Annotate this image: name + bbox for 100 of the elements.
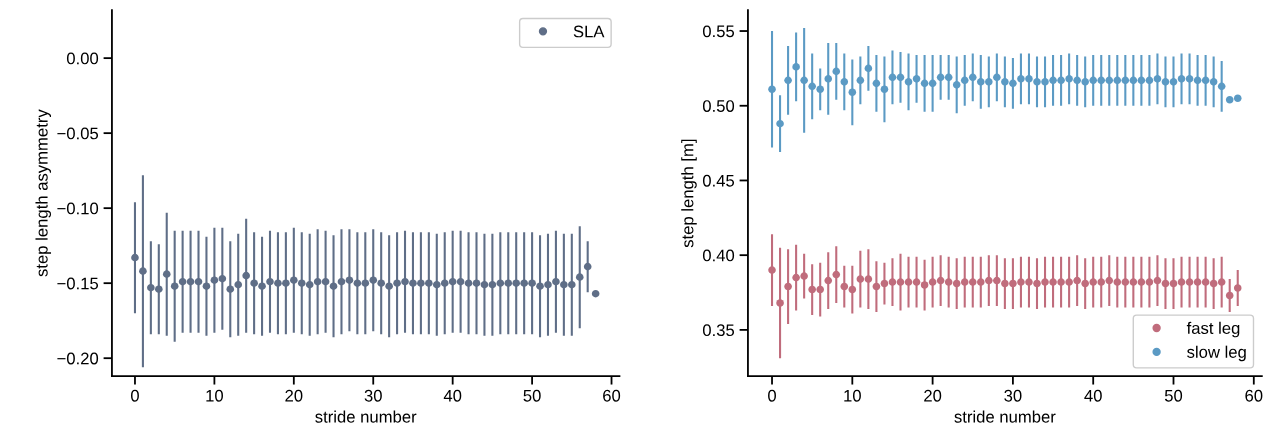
point	[1185, 75, 1194, 83]
point	[1017, 278, 1025, 286]
point	[575, 273, 584, 281]
point	[568, 280, 576, 289]
point	[816, 85, 824, 94]
point	[1137, 278, 1146, 286]
point	[888, 278, 897, 286]
point	[1009, 279, 1017, 288]
point	[1217, 82, 1226, 91]
point	[880, 85, 889, 94]
point	[313, 277, 322, 286]
point	[250, 279, 258, 287]
point	[512, 279, 521, 287]
point	[1129, 76, 1138, 85]
legend-label: fast leg	[1186, 321, 1240, 338]
point	[472, 279, 481, 287]
x-tick-label: 60	[603, 389, 621, 402]
point	[226, 285, 235, 293]
point	[960, 278, 969, 286]
point	[1225, 95, 1234, 104]
point	[1233, 94, 1242, 103]
point	[944, 73, 953, 82]
point	[504, 279, 513, 287]
point	[488, 280, 497, 289]
point	[456, 277, 465, 286]
x-tick-label: 20	[924, 389, 942, 402]
point	[832, 270, 841, 279]
y-tick-label: 0.40	[702, 249, 735, 262]
point	[1089, 76, 1098, 85]
point	[968, 278, 977, 286]
point	[464, 279, 473, 287]
point	[297, 279, 306, 287]
point	[768, 266, 776, 274]
point	[170, 282, 179, 290]
point	[139, 267, 147, 275]
point	[1217, 278, 1226, 286]
y-tick-label: 0.00	[66, 52, 99, 65]
point	[154, 285, 163, 293]
point	[1105, 76, 1114, 85]
point	[985, 78, 993, 86]
point	[824, 276, 833, 285]
point	[1193, 76, 1202, 85]
point	[880, 279, 889, 288]
point	[560, 280, 568, 289]
point	[800, 272, 808, 280]
point	[258, 282, 266, 290]
point	[194, 277, 203, 286]
point	[864, 275, 873, 283]
point	[960, 76, 969, 85]
point	[1185, 278, 1194, 286]
point	[1089, 278, 1098, 286]
x-tick-label: 0	[768, 389, 777, 402]
point	[1105, 276, 1114, 285]
point	[1001, 78, 1009, 86]
point	[872, 282, 881, 291]
point	[409, 279, 417, 287]
point	[1137, 76, 1146, 85]
point	[976, 78, 985, 86]
point	[432, 280, 441, 289]
point	[234, 280, 243, 289]
point	[768, 85, 776, 94]
point	[1145, 278, 1154, 286]
point	[202, 282, 211, 290]
point	[1161, 279, 1170, 288]
point	[1033, 279, 1041, 288]
point	[1025, 278, 1033, 286]
point	[1097, 278, 1106, 286]
x-tick-label: 50	[523, 389, 541, 402]
point	[1017, 75, 1025, 83]
x-tick-label: 0	[130, 389, 139, 402]
point	[242, 271, 250, 280]
y-tick-label: 0.55	[702, 25, 735, 38]
point	[274, 279, 282, 287]
x-tick-label: 10	[206, 389, 224, 402]
point	[1153, 75, 1162, 83]
legend-label: slow leg	[1187, 345, 1246, 362]
point	[1169, 78, 1178, 86]
point	[1201, 278, 1210, 286]
point	[848, 88, 857, 97]
point	[305, 280, 314, 289]
point	[1081, 78, 1089, 86]
point	[856, 76, 865, 85]
point	[1073, 276, 1081, 285]
point	[856, 275, 865, 283]
point	[520, 279, 528, 287]
point	[928, 79, 937, 88]
point	[321, 277, 330, 286]
point	[1097, 76, 1106, 85]
x-tick-label: 30	[364, 389, 382, 402]
point	[784, 76, 792, 85]
point	[952, 279, 961, 288]
point	[912, 278, 921, 286]
point	[896, 73, 905, 82]
point	[808, 82, 816, 91]
point	[290, 276, 298, 284]
x-tick-label: 50	[1164, 389, 1183, 402]
point	[1081, 279, 1089, 288]
x-tick-label: 10	[844, 389, 861, 402]
point	[369, 276, 378, 284]
point	[776, 119, 784, 128]
